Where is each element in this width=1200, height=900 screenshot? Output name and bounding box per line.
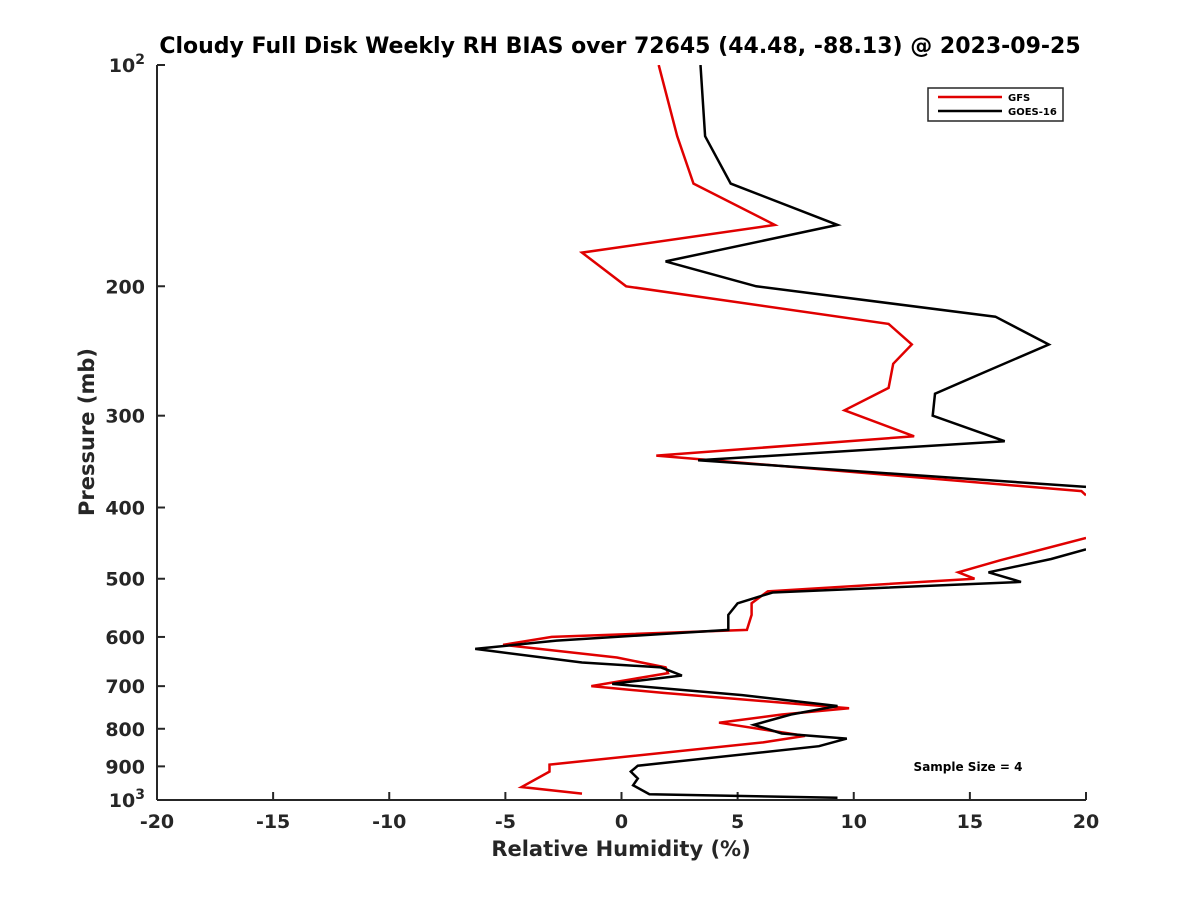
series-line-goes-16 bbox=[475, 65, 1086, 800]
y-tick-label: 103 bbox=[109, 787, 145, 812]
y-tick-label: 200 bbox=[105, 276, 145, 298]
x-tick-label: 0 bbox=[615, 811, 628, 833]
y-tick-label: 400 bbox=[105, 498, 145, 520]
x-tick-label: -10 bbox=[372, 811, 406, 833]
y-axis-label: Pressure (mb) bbox=[75, 348, 99, 516]
legend-label-gfs: GFS bbox=[1008, 93, 1030, 104]
x-tick-label: 15 bbox=[957, 811, 983, 833]
x-axis-label: Relative Humidity (%) bbox=[491, 837, 750, 861]
x-tick-label: 10 bbox=[841, 811, 867, 833]
y-tick-label: 300 bbox=[105, 406, 145, 428]
legend: GFS GOES-16 bbox=[927, 87, 1064, 122]
series-lines bbox=[475, 65, 1086, 800]
x-tick-label: -20 bbox=[140, 811, 174, 833]
x-tick-label: 20 bbox=[1073, 811, 1099, 833]
x-tick-label: 5 bbox=[731, 811, 744, 833]
legend-box bbox=[927, 87, 1064, 122]
plot-area: -20 -15 -10 -5 0 5 10 15 20 102 200 300 400 500 600 700… bbox=[105, 52, 1099, 833]
y-tick-label: 500 bbox=[105, 569, 145, 591]
x-tick-label: -5 bbox=[495, 811, 516, 833]
y-tick-label: 900 bbox=[105, 756, 145, 778]
chart-title: Cloudy Full Disk Weekly RH BIAS over 726… bbox=[159, 34, 1080, 59]
x-tick-label: -15 bbox=[256, 811, 290, 833]
y-tick-label: 600 bbox=[105, 627, 145, 649]
y-tick-label: 700 bbox=[105, 676, 145, 698]
y-tick-label: 800 bbox=[105, 719, 145, 741]
legend-label-goes-16: GOES-16 bbox=[1008, 107, 1057, 118]
y-tick-label: 102 bbox=[109, 52, 145, 77]
sample-size-annotation: Sample Size = 4 bbox=[914, 760, 1023, 774]
